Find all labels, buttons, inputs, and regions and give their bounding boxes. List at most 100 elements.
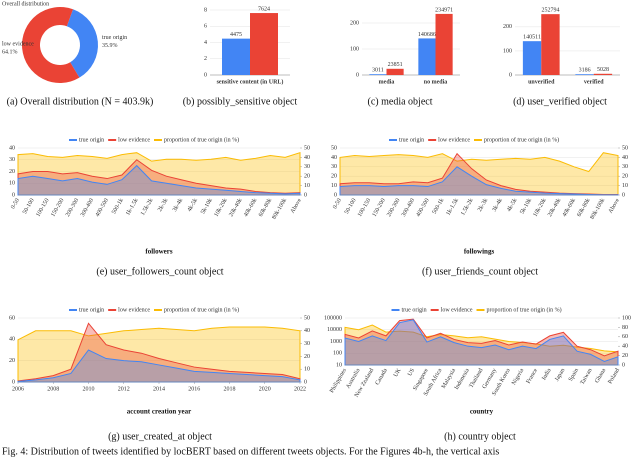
- y2-tick-label: 50: [622, 145, 628, 151]
- x-tick-label: 3k-4k: [172, 198, 184, 213]
- x-tick-label: 1k-1.5k: [125, 198, 139, 217]
- y2-tick-label: 50: [304, 145, 310, 151]
- x-tick-label: 0-50: [332, 198, 343, 211]
- y2-tick-label: 40: [622, 155, 628, 161]
- y2-tick-label: 0: [304, 192, 307, 198]
- x-tick-label: France: [526, 367, 540, 384]
- y-tick-label: 30: [9, 157, 15, 163]
- bar: [435, 13, 453, 76]
- y2-tick-label: 30: [304, 341, 310, 347]
- pie-label: low evidence: [2, 42, 34, 48]
- x-tick-label: 20k-40k: [228, 198, 243, 218]
- x-tick-label: 10k-20k: [214, 198, 229, 218]
- bar-value-label: 140686: [418, 32, 436, 38]
- x-tick-label: 1.5k-2k: [140, 198, 154, 217]
- x-tick-label: 50-100: [22, 198, 36, 216]
- x-tick-label: unverified: [528, 79, 555, 85]
- y2-tick-label: 0: [622, 362, 625, 368]
- y2-tick-label: 20: [304, 174, 310, 180]
- y-tick-label: 10: [9, 181, 15, 187]
- x-tick-label: Ghana: [594, 367, 607, 384]
- x-tick-label: Above: [290, 197, 303, 214]
- y-tick-label: 20: [9, 358, 15, 364]
- y-tick-label: 0: [12, 192, 15, 198]
- subfigure-caption: (e) user_followers_count object: [96, 266, 223, 277]
- x-tick-label: 1.5k-2k: [460, 198, 474, 217]
- y-tick-label: 100: [503, 48, 512, 54]
- y2-tick-label: 10: [622, 183, 628, 189]
- x-tick-label: media: [379, 79, 395, 85]
- bar: [250, 13, 278, 75]
- pie-slice: [66, 9, 98, 78]
- x-tick-label: 4k-5k: [187, 198, 199, 213]
- x-tick-label: 10k-20k: [533, 198, 548, 218]
- legend-label: true origin: [399, 137, 424, 143]
- y2-tick-label: 0: [304, 379, 307, 385]
- x-tick-label: 5k-10k: [200, 198, 214, 216]
- subfigure-caption: (d) user_verified object: [513, 96, 607, 107]
- y-tick-label: 200: [350, 20, 359, 26]
- y-tick-label: 10: [336, 362, 342, 368]
- x-axis-label: followers: [145, 248, 172, 256]
- legend-label: proportion of true origin (in %): [487, 306, 562, 313]
- figure-caption: Fig. 4: Distribution of tweets identifie…: [2, 446, 499, 457]
- subfigure-caption: (f) user_friends_count object: [422, 266, 538, 277]
- bar-value-label: 4475: [230, 32, 242, 38]
- y2-tick-label: 60: [622, 334, 628, 340]
- x-tick-label: 80k-100k: [590, 198, 607, 221]
- x-tick-label: 400-500: [416, 198, 431, 218]
- y2-tick-label: 30: [304, 164, 310, 170]
- subfigure-caption: (b) possibly_sensitive object: [183, 96, 298, 107]
- legend-label: low evidence: [441, 307, 473, 313]
- x-axis-label: country: [470, 408, 494, 416]
- y-tick-label: 100: [333, 351, 342, 357]
- area: [17, 164, 301, 196]
- pie-label: true origin: [102, 35, 127, 41]
- x-tick-label: 2010: [83, 386, 95, 392]
- bar: [418, 38, 436, 75]
- bar-value-label: 7624: [258, 6, 270, 12]
- x-tick-label: 2012: [118, 386, 130, 392]
- bar: [541, 14, 560, 75]
- bar-value-label: 252794: [541, 8, 559, 14]
- legend-label: proportion of true origin (in %): [164, 306, 239, 313]
- x-tick-label: 5k-10k: [519, 198, 533, 216]
- area: [17, 322, 301, 383]
- subfigure-caption: (a) Overall distribution (N = 403.9k): [7, 96, 154, 107]
- x-tick-label: 2014: [153, 386, 165, 392]
- y-tick-label: 8: [204, 7, 207, 13]
- y-tick-label: 40: [9, 145, 15, 151]
- bar-value-label: 3186: [579, 68, 591, 74]
- legend-label: proportion of true origin (in %): [164, 136, 239, 143]
- y-tick-label: 0: [356, 72, 359, 78]
- legend-label: low evidence: [118, 307, 150, 313]
- x-tick-label: 2k-3k: [477, 198, 489, 213]
- x-tick-label: 200-300: [65, 198, 80, 218]
- bar-value-label: 140511: [523, 35, 541, 41]
- x-tick-label: 60k-80k: [258, 198, 273, 218]
- x-tick-label: sensitive content (in URL): [217, 78, 284, 85]
- y2-tick-label: 80: [622, 325, 628, 331]
- x-tick-label: no media: [424, 79, 448, 85]
- x-tick-label: Taiwan: [580, 368, 594, 386]
- y-tick-label: 0: [12, 379, 15, 385]
- bar: [575, 74, 594, 75]
- x-tick-label: Spain: [568, 368, 580, 383]
- y2-tick-label: 20: [304, 354, 310, 360]
- x-tick-label: 50-100: [344, 198, 358, 216]
- y-tick-label: 50: [331, 145, 337, 151]
- y-tick-label: 4: [204, 40, 207, 46]
- x-tick-label: 2018: [224, 386, 236, 392]
- x-tick-label: Nigeria: [511, 367, 525, 386]
- x-tick-label: 500-1k: [111, 198, 125, 216]
- area: [344, 318, 619, 366]
- x-axis-label: followings: [464, 248, 495, 256]
- x-tick-label: 300-400: [401, 198, 416, 218]
- y-tick-label: 20: [9, 169, 15, 175]
- x-tick-label: 150-200: [372, 198, 387, 218]
- y-tick-label: 0: [204, 72, 207, 78]
- pie-value-label: 64.1%: [2, 50, 18, 56]
- legend-label: true origin: [79, 137, 104, 143]
- y-tick-label: 30: [331, 164, 337, 170]
- x-tick-label: 2k-3k: [157, 198, 169, 213]
